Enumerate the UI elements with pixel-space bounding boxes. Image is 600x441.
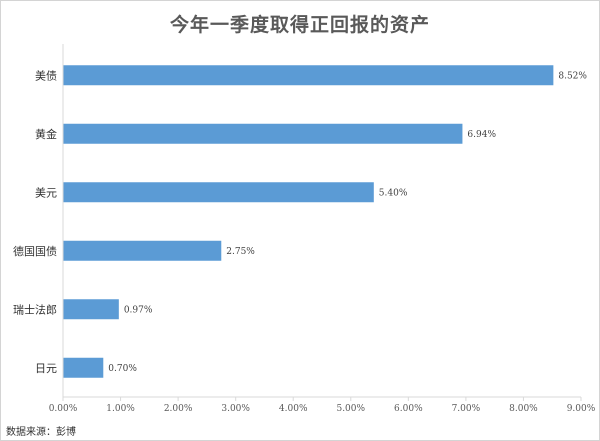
x-tick-label: 3.00% [221,404,250,414]
chart-title: 今年一季度取得正回报的资产 [169,14,430,36]
x-tick-label: 2.00% [164,404,193,414]
bar-1 [63,65,554,86]
bar-4 [63,240,222,261]
category-label: 瑞士法郎 [13,302,57,316]
labels-layer: 美债 8.52% 黄金 6.94% 美元 5.40% 德国国债 2.75% 瑞士法郎 0.97% 日… [13,68,587,375]
x-tick-label: 8.00% [509,404,538,414]
value-label: 5.40% [379,188,408,198]
bars-layer [63,65,554,378]
value-label: 6.94% [467,130,496,140]
category-label: 黄金 [35,127,57,141]
value-label: 0.97% [124,305,153,315]
x-tick-label: 6.00% [394,404,423,414]
x-tick-label: 4.00% [279,404,308,414]
bar-5 [63,299,119,320]
x-tick-label: 9.00% [567,404,596,414]
value-label: 8.52% [558,71,587,81]
bar-3 [63,182,374,203]
x-tick-label: 5.00% [336,404,365,414]
x-tick-label: 0.00% [49,404,78,414]
category-label: 日元 [35,362,57,375]
category-label: 美元 [35,186,57,199]
category-label: 美债 [35,68,57,82]
x-tick-label: 7.00% [452,404,481,414]
bar-2 [63,123,463,144]
value-label: 2.75% [226,247,255,257]
x-axis: 0.00% 1.00% 2.00% 3.00% 4.00% 5.00% 6.00% 7.00%… [49,44,596,414]
bar-6 [63,357,104,378]
x-tick-label: 1.00% [106,404,135,414]
category-label: 德国国债 [13,244,57,258]
data-source-note: 数据来源：彭博 [6,427,76,438]
value-label: 0.70% [108,364,137,374]
